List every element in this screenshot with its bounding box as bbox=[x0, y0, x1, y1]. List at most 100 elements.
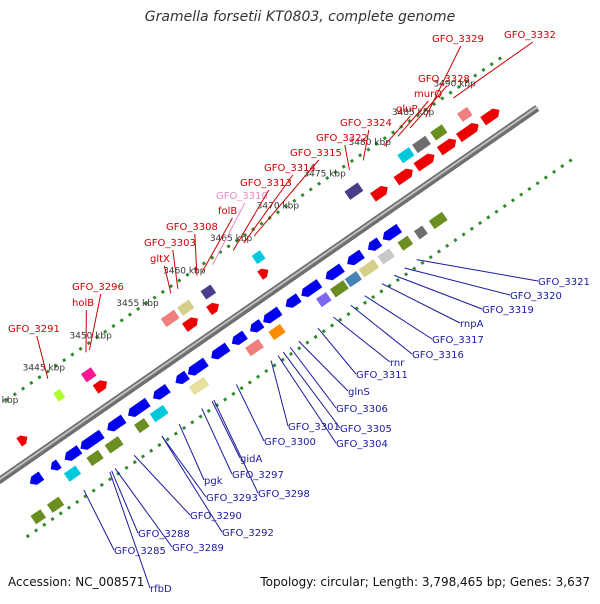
leader-line bbox=[84, 490, 114, 550]
gene-arrow bbox=[480, 106, 502, 126]
gene-arrow bbox=[394, 166, 416, 186]
gene-arrow bbox=[208, 343, 230, 363]
gene-block bbox=[53, 389, 65, 402]
gene-arrow bbox=[62, 445, 82, 463]
gene-block bbox=[252, 250, 266, 264]
leader-line bbox=[405, 268, 510, 295]
gene-block bbox=[378, 248, 395, 264]
gene-label-bottom: GFO_3317 bbox=[432, 335, 484, 346]
gene-arrow bbox=[16, 433, 30, 447]
gene-label-bottom: GFO_3293 bbox=[206, 493, 258, 504]
gene-arrow bbox=[414, 151, 438, 172]
gene-block bbox=[105, 436, 124, 453]
gene-label-top: GFO_3324 bbox=[340, 118, 392, 129]
gene-label-bottom: GFO_3288 bbox=[138, 529, 190, 540]
gene-arrow bbox=[298, 279, 322, 300]
gene-label-bottom: GFO_3306 bbox=[336, 404, 388, 415]
scale-tick-label: 3450 kbp bbox=[69, 331, 112, 341]
gene-label-top: folB bbox=[218, 206, 237, 217]
leader-line bbox=[283, 352, 340, 428]
gene-block bbox=[398, 236, 414, 251]
scale-tick-label: 3470 kbp bbox=[257, 202, 300, 212]
gene-arrow bbox=[283, 293, 302, 310]
gene-label-bottom: GFO_3321 bbox=[538, 277, 590, 288]
gene-label-bottom: GFO_3311 bbox=[356, 370, 408, 381]
gene-arrow bbox=[257, 266, 271, 280]
gene-arrow bbox=[206, 300, 222, 315]
gene-block bbox=[30, 509, 46, 524]
gene-label-bottom: glnS bbox=[348, 387, 370, 398]
gene-arrow bbox=[380, 224, 402, 244]
gene-arrow bbox=[78, 430, 105, 453]
gene-arrow bbox=[93, 377, 110, 393]
gene-label-bottom: GFO_3297 bbox=[232, 470, 284, 481]
gene-block bbox=[330, 280, 349, 297]
leader-line bbox=[365, 296, 432, 339]
gene-block bbox=[245, 339, 264, 356]
gene-label-bottom: GFO_3285 bbox=[114, 546, 166, 557]
gene-arrow bbox=[365, 238, 382, 254]
gene-block bbox=[430, 124, 447, 140]
gene-label-bottom: GFO_3304 bbox=[336, 439, 388, 450]
gene-block bbox=[47, 497, 64, 513]
gene-arrow bbox=[48, 459, 62, 473]
leader-line bbox=[202, 408, 232, 474]
gene-block bbox=[316, 292, 332, 307]
gene-arrow bbox=[456, 120, 481, 142]
gene-block bbox=[397, 147, 414, 163]
gene-label-bottom: GFO_3320 bbox=[510, 291, 562, 302]
leader-line bbox=[179, 424, 204, 480]
gene-arrow bbox=[27, 472, 44, 488]
gene-label-top: GFO_3303 bbox=[144, 238, 196, 249]
gene-label-top: GFO_3322 bbox=[316, 133, 368, 144]
gene-label-bottom: rnpA bbox=[460, 319, 484, 330]
gene-block bbox=[150, 405, 169, 422]
gene-block bbox=[457, 107, 473, 122]
gene-label-bottom: rfbD bbox=[150, 584, 172, 595]
gene-label-bottom: GFO_3319 bbox=[482, 305, 534, 316]
leader-line bbox=[112, 471, 138, 533]
leader-line bbox=[417, 260, 538, 281]
gene-label-top: GFO_3308 bbox=[166, 222, 218, 233]
gene-label-top: holB bbox=[72, 298, 94, 309]
gene-arrow bbox=[247, 319, 264, 335]
scale-tick-label: 3440 kbp bbox=[0, 396, 19, 406]
gene-label-top: gluP bbox=[396, 104, 418, 115]
gene-block bbox=[134, 418, 150, 433]
gene-arrow bbox=[104, 415, 126, 435]
gene-block bbox=[344, 183, 363, 200]
gene-arrow bbox=[182, 314, 201, 331]
leader-line bbox=[162, 436, 206, 497]
leader-line bbox=[236, 384, 264, 441]
gene-label-bottom: gidA bbox=[240, 454, 262, 465]
leader-line bbox=[351, 305, 412, 354]
gene-label-bottom: GFO_3290 bbox=[190, 511, 242, 522]
gene-block bbox=[201, 284, 217, 299]
gene-arrow bbox=[185, 358, 209, 379]
gene-label-top: GFO_3332 bbox=[504, 30, 556, 41]
gene-arrow bbox=[229, 331, 248, 348]
accession-text: Accession: NC_008571 bbox=[8, 575, 144, 589]
leader-line bbox=[271, 360, 288, 426]
gene-block bbox=[359, 259, 379, 277]
gene-arrow bbox=[344, 250, 364, 268]
gene-arrow bbox=[370, 183, 390, 201]
map-title: Gramella forsetii KT0803, complete genom… bbox=[0, 9, 600, 25]
leader-line bbox=[345, 145, 350, 170]
gene-block bbox=[345, 271, 362, 287]
gene-arrow bbox=[125, 398, 150, 420]
gene-label-bottom: GFO_3301 bbox=[288, 422, 340, 433]
gene-label-top: murQ bbox=[414, 89, 442, 100]
leader-line bbox=[333, 317, 390, 362]
gene-label-bottom: GFO_3298 bbox=[258, 489, 310, 500]
gene-label-bottom: GFO_3292 bbox=[222, 528, 274, 539]
scale-tick-label: 3455 kbp bbox=[116, 299, 159, 309]
gene-arrow bbox=[260, 307, 282, 327]
gene-label-bottom: GFO_3305 bbox=[340, 424, 392, 435]
gene-block bbox=[86, 450, 103, 466]
gene-block bbox=[414, 225, 428, 239]
gene-label-top: GFO_3315 bbox=[290, 148, 342, 159]
gene-block bbox=[189, 377, 209, 395]
gene-label-bottom: pgk bbox=[204, 476, 223, 487]
gene-label-bottom: GFO_3300 bbox=[264, 437, 316, 448]
